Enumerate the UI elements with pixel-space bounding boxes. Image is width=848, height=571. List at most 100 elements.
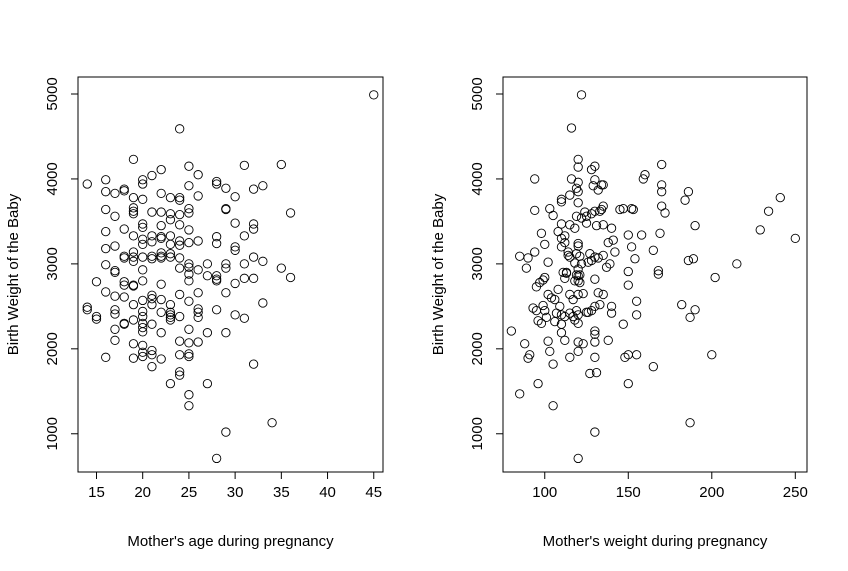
weight-data-point bbox=[573, 154, 583, 165]
weight-data-point bbox=[648, 245, 658, 255]
age-data-point bbox=[211, 453, 222, 464]
age-data-point bbox=[184, 401, 194, 411]
age-data-point bbox=[128, 339, 139, 349]
age-data-point bbox=[156, 307, 166, 317]
weight-data-point bbox=[536, 318, 547, 328]
age-data-point bbox=[110, 211, 120, 221]
age-data-point bbox=[258, 256, 268, 266]
weight-data-point bbox=[538, 300, 548, 311]
age-data-point bbox=[82, 179, 92, 189]
age-data-point bbox=[128, 154, 139, 165]
age-data-point bbox=[175, 209, 185, 220]
age-data-point bbox=[221, 328, 231, 338]
age-data-point bbox=[175, 236, 185, 246]
age-data-point bbox=[202, 379, 213, 389]
weight-data-point bbox=[660, 208, 670, 218]
age-data-point bbox=[101, 226, 111, 237]
age-data-point bbox=[119, 253, 129, 263]
age-data-point bbox=[211, 176, 222, 187]
age-data-point bbox=[138, 194, 148, 204]
age-data-point bbox=[175, 220, 185, 230]
age-data-point bbox=[276, 263, 286, 273]
age-data-point bbox=[91, 311, 102, 322]
age-data-point bbox=[110, 335, 120, 345]
age-data-point bbox=[175, 367, 185, 377]
weight-data-point bbox=[657, 187, 667, 197]
weight-data-point bbox=[546, 293, 557, 303]
weight-data-point bbox=[623, 230, 633, 240]
age-data-point bbox=[138, 175, 148, 185]
weight-data-point bbox=[521, 263, 532, 273]
age-data-point bbox=[128, 300, 139, 310]
weight-data-point bbox=[680, 195, 690, 205]
age-data-point bbox=[184, 237, 194, 248]
age-data-point bbox=[165, 215, 176, 225]
age-data-point bbox=[230, 245, 240, 255]
age-data-point bbox=[119, 224, 129, 234]
age-data-point bbox=[211, 238, 222, 249]
age-data-point bbox=[239, 259, 250, 269]
weight-data-point bbox=[590, 175, 600, 185]
weight-data-point bbox=[590, 352, 600, 362]
weight-data-point bbox=[571, 305, 582, 316]
weight-data-point bbox=[575, 251, 585, 261]
age-x-axis: 15 20 25 30 35 40 45 bbox=[88, 472, 382, 501]
weight-data-point bbox=[618, 319, 628, 329]
age-data-point bbox=[156, 248, 166, 258]
weight-data-point bbox=[561, 268, 572, 278]
age-data-point bbox=[156, 279, 166, 289]
age-data-point bbox=[147, 237, 157, 247]
weight-data-point bbox=[580, 207, 590, 217]
weight-data-point bbox=[570, 315, 580, 325]
weight-data-point bbox=[541, 312, 552, 323]
age-data-point bbox=[119, 186, 129, 196]
age-data-point bbox=[165, 379, 176, 389]
weight-y-tick-label: 2000 bbox=[469, 332, 486, 365]
age-data-point bbox=[175, 263, 185, 273]
weight-data-point bbox=[556, 197, 567, 207]
weight-data-point bbox=[533, 316, 543, 326]
age-data-point bbox=[165, 249, 176, 259]
age-data-point bbox=[165, 231, 176, 241]
weight-data-point bbox=[515, 389, 525, 399]
age-data-point bbox=[221, 263, 231, 273]
weight-x-axis-label: Mother's weight during pregnancy bbox=[543, 533, 768, 550]
age-data-point bbox=[147, 290, 157, 300]
weight-data-point bbox=[556, 310, 567, 320]
weight-data-point bbox=[755, 225, 765, 235]
weight-data-point bbox=[630, 254, 640, 264]
weight-data-point bbox=[576, 213, 587, 223]
weight-data-point bbox=[573, 289, 583, 300]
weight-data-point bbox=[626, 204, 637, 214]
age-x-tick-label: 35 bbox=[273, 484, 290, 501]
weight-data-point bbox=[585, 368, 595, 379]
weight-data-point bbox=[631, 350, 642, 360]
weight-data-point bbox=[590, 329, 600, 340]
weight-data-point bbox=[688, 254, 699, 264]
weight-data-point bbox=[530, 174, 540, 184]
weight-data-point bbox=[685, 418, 695, 428]
weight-data-point bbox=[590, 326, 600, 336]
age-data-point bbox=[175, 124, 185, 134]
age-data-point bbox=[175, 370, 185, 380]
age-data-point bbox=[156, 207, 166, 217]
weight-data-point bbox=[570, 258, 580, 268]
weight-data-point bbox=[603, 335, 613, 345]
weight-data-point bbox=[586, 164, 597, 175]
age-data-point bbox=[248, 219, 259, 229]
age-y-axis-label: Birth Weight of the Baby bbox=[5, 193, 22, 355]
age-data-point bbox=[101, 187, 111, 197]
age-data-point bbox=[147, 350, 157, 360]
weight-x-tick-label: 100 bbox=[532, 484, 557, 501]
age-data-point bbox=[101, 352, 111, 362]
age-data-point bbox=[175, 240, 185, 250]
weight-data-point bbox=[533, 379, 543, 389]
age-data-point bbox=[276, 159, 286, 170]
age-data-point bbox=[110, 324, 120, 334]
weight-data-point bbox=[608, 235, 618, 245]
age-data-point bbox=[91, 314, 102, 324]
weight-data-point bbox=[586, 255, 597, 266]
weight-data-point bbox=[690, 221, 700, 231]
weight-data-point bbox=[560, 273, 570, 283]
age-data-point bbox=[156, 253, 166, 263]
